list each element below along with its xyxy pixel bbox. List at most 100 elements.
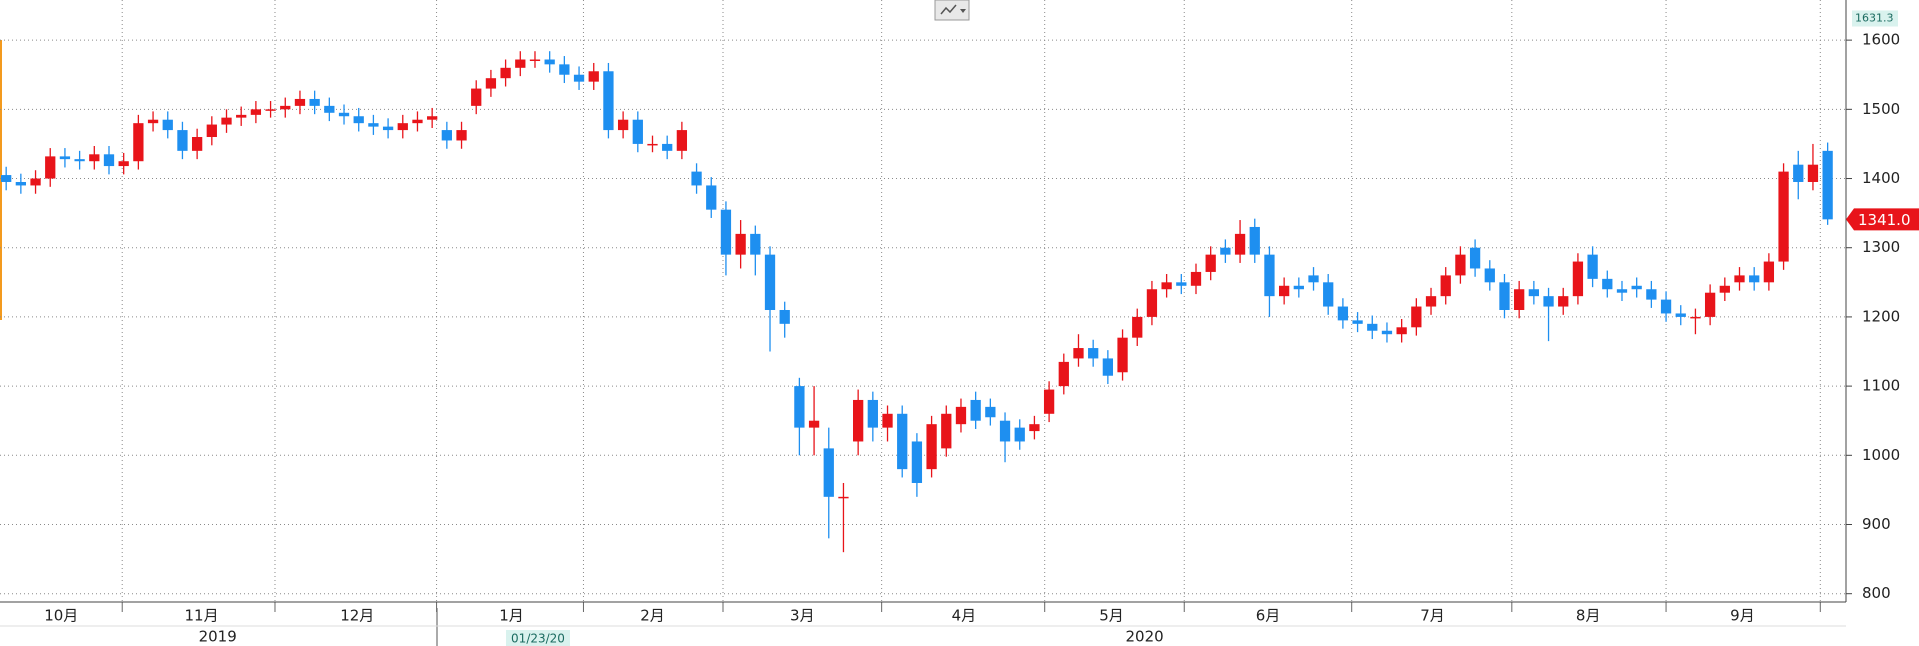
- candle-body: [985, 406, 996, 418]
- candle-body: [750, 233, 761, 255]
- month-label: 9月: [1730, 607, 1755, 625]
- candle-body: [1176, 282, 1187, 286]
- candle-body: [515, 59, 526, 68]
- candle-body: [1763, 261, 1775, 283]
- candle-body: [1132, 316, 1143, 338]
- candle-body: [456, 130, 467, 141]
- candle-body: [1749, 275, 1760, 283]
- candle-body: [941, 413, 952, 449]
- candle-body: [250, 109, 262, 115]
- month-label: 12月: [340, 607, 374, 625]
- candle-body: [1337, 306, 1349, 321]
- candle-body: [853, 399, 864, 442]
- candle-body: [617, 119, 629, 131]
- last-price-label: 1341.0: [1858, 211, 1911, 229]
- candle-body: [588, 71, 599, 82]
- candle-body: [1381, 330, 1393, 335]
- candle-body: [808, 420, 820, 428]
- candle-body: [265, 109, 276, 111]
- candle-body: [1205, 254, 1216, 272]
- candle-body: [1102, 358, 1114, 376]
- candle-body: [1396, 327, 1407, 335]
- candle-body: [1690, 316, 1701, 319]
- candle-body: [1088, 348, 1099, 359]
- y-tick-label: 1600: [1862, 31, 1900, 49]
- candle-body: [999, 420, 1011, 442]
- candle-body: [1660, 299, 1672, 314]
- candle-body: [309, 98, 320, 106]
- candle-body: [559, 64, 570, 75]
- candle-body: [573, 74, 585, 82]
- candle-body: [1293, 285, 1304, 290]
- candle-body: [59, 156, 71, 160]
- candle-body: [1807, 164, 1819, 182]
- candle-body: [823, 448, 834, 497]
- candle-body: [1602, 278, 1613, 290]
- candle-body: [1558, 296, 1569, 307]
- candle-body: [1249, 226, 1260, 255]
- y-tick-label: 900: [1862, 515, 1891, 533]
- candle-body: [691, 171, 702, 186]
- candle-body: [30, 178, 41, 186]
- candle-body: [529, 59, 541, 62]
- candle-body: [1822, 150, 1833, 220]
- candle-body: [427, 116, 438, 120]
- candle-body: [191, 137, 203, 151]
- candle-body: [1793, 164, 1804, 182]
- button-icon: [940, 4, 957, 15]
- candle-body: [1455, 254, 1466, 276]
- candle-body: [485, 78, 497, 89]
- candle-body: [1425, 296, 1437, 307]
- candle-body: [147, 119, 159, 124]
- candle-body: [1073, 348, 1084, 359]
- candle-body: [177, 130, 188, 151]
- y-tick-label: 1200: [1862, 307, 1900, 325]
- candle-body: [1543, 296, 1554, 307]
- candle-body: [441, 130, 452, 141]
- candle-body: [471, 88, 482, 106]
- crosshair-label: 01/23/20: [511, 632, 565, 646]
- candle-body: [1572, 261, 1584, 297]
- candle-body: [676, 130, 688, 151]
- chart-type-button[interactable]: [934, 0, 970, 21]
- candle-body: [15, 181, 26, 186]
- candle-body: [867, 399, 878, 428]
- candle-body: [779, 309, 790, 324]
- y-tick-label: 1400: [1862, 169, 1900, 187]
- candle-body: [45, 156, 56, 179]
- candle-body: [1043, 389, 1055, 414]
- crosshair-label-box: [506, 630, 570, 646]
- candle-body: [632, 119, 643, 144]
- month-label: 8月: [1576, 607, 1601, 625]
- y-tick-label: 1300: [1862, 238, 1900, 256]
- candle-body: [412, 119, 423, 124]
- y-tick-label: 1100: [1862, 377, 1900, 395]
- candle-body: [1631, 285, 1642, 290]
- month-label: 1月: [499, 607, 524, 625]
- candle-body: [897, 413, 908, 470]
- candle-body: [764, 254, 776, 310]
- candle-body: [1440, 275, 1451, 297]
- candle-body: [735, 233, 746, 255]
- candle-body: [500, 67, 511, 79]
- y-tick-label: 800: [1862, 584, 1891, 602]
- y-tick-label: 1500: [1862, 100, 1900, 118]
- candle-body: [133, 123, 144, 162]
- candle-body: [1734, 275, 1745, 283]
- candle-body: [1499, 282, 1510, 310]
- candle-body: [882, 413, 893, 428]
- year-label: 2019: [199, 628, 237, 646]
- candle-body: [970, 399, 981, 421]
- candle-body: [324, 105, 335, 113]
- high-marker-box: [1852, 10, 1898, 27]
- candle-body: [280, 105, 291, 110]
- candle-body: [1308, 275, 1319, 283]
- candle-body: [1029, 424, 1040, 432]
- candle-body: [103, 154, 115, 167]
- year-label: 2020: [1125, 628, 1163, 646]
- candle-body: [89, 154, 100, 162]
- last-price-box: [1846, 208, 1919, 231]
- month-label: 7月: [1420, 607, 1445, 625]
